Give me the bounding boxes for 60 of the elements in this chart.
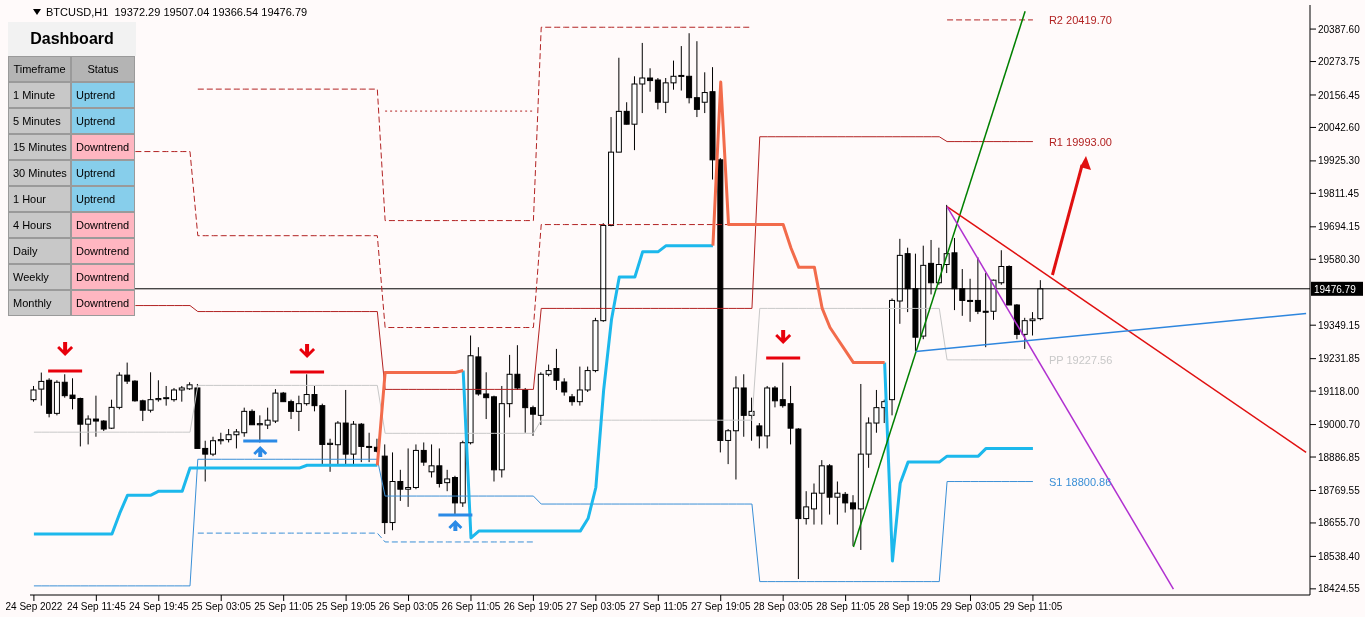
series-label: S1 18800.86 — [1048, 475, 1112, 488]
x-tick-label: 24 Sep 2022 — [5, 601, 63, 613]
y-tick-label: 19580.30 — [1318, 253, 1361, 265]
text: Uptrend — [76, 193, 116, 205]
x-tick-label: 29 Sep 11:05 — [1003, 601, 1063, 613]
y-tick-label: 18538.40 — [1318, 550, 1361, 562]
ref-line-label: 19476.79 — [1314, 283, 1357, 295]
text: Dashboard — [8, 22, 136, 56]
series-label: R2 20419.70 — [1048, 13, 1112, 26]
text: Uptrend — [76, 115, 116, 127]
y-tick-label: 19231.85 — [1318, 353, 1361, 365]
series-label: R1 19993.00 — [1048, 135, 1112, 148]
category-label: Monthly — [8, 290, 71, 316]
x-tick-label: 28 Sep 03:05 — [753, 601, 814, 613]
chart-title: BTCUSD,H1 19372.29 19507.04 19366.54 19476.79 — [46, 6, 308, 18]
x-tick-label: 28 Sep 11:05 — [816, 601, 876, 613]
y-tick-label: 20387.60 — [1318, 23, 1361, 35]
x-tick-label: 27 Sep 11:05 — [628, 601, 689, 613]
y-tick-label: 19349.15 — [1318, 319, 1361, 331]
x-tick-label: 27 Sep 03:05 — [566, 601, 627, 613]
x-tick-label: 26 Sep 19:05 — [503, 601, 564, 613]
x-tick-label: 25 Sep 19:05 — [316, 601, 377, 613]
y-tick-label: 19811.45 — [1318, 187, 1360, 199]
category-label: 30 Minutes — [8, 160, 71, 186]
x-tick-label: 29 Sep 03:05 — [940, 601, 1001, 613]
x-tick-label: 26 Sep 03:05 — [378, 601, 439, 613]
text: Downtrend — [76, 219, 130, 231]
x-tick-label: 28 Sep 19:05 — [878, 601, 939, 613]
x-tick-label: 24 Sep 19:45 — [129, 601, 189, 613]
text: Uptrend — [76, 167, 116, 179]
annotation: Timeframe — [8, 56, 71, 82]
y-tick-label: 18886.85 — [1318, 451, 1361, 463]
text: Downtrend — [76, 271, 130, 283]
x-tick-label: 27 Sep 19:05 — [690, 601, 751, 613]
category-label: Daily — [8, 238, 71, 264]
y-tick-label: 19118.00 — [1318, 385, 1360, 397]
y-tick-label: 18655.70 — [1318, 517, 1361, 529]
x-tick-label: 25 Sep 11:05 — [254, 601, 314, 613]
category-label: 1 Hour — [8, 186, 71, 212]
y-tick-label: 19000.70 — [1318, 419, 1361, 431]
y-tick-label: 18424.55 — [1318, 583, 1361, 595]
y-tick-label: 20273.75 — [1318, 56, 1361, 68]
y-tick-label: 18769.55 — [1318, 485, 1361, 497]
text: Downtrend — [76, 141, 130, 153]
category-label: 4 Hours — [8, 212, 71, 238]
annotation: Status — [71, 56, 135, 82]
x-tick-label: 26 Sep 11:05 — [441, 601, 501, 613]
category-label: Weekly — [8, 264, 71, 290]
category-label: 15 Minutes — [8, 134, 71, 160]
x-tick-label: 25 Sep 03:05 — [191, 601, 252, 613]
text: Downtrend — [76, 245, 130, 257]
category-label: 5 Minutes — [8, 108, 71, 134]
x-tick-label: 24 Sep 11:45 — [66, 601, 127, 613]
text: Downtrend — [76, 297, 130, 309]
y-tick-label: 20156.45 — [1318, 89, 1361, 101]
text: Uptrend — [76, 89, 116, 101]
category-label: 1 Minute — [8, 82, 71, 108]
y-tick-label: 19694.15 — [1318, 221, 1361, 233]
y-tick-label: 20042.60 — [1318, 122, 1361, 133]
y-tick-label: 19925.30 — [1318, 155, 1361, 167]
